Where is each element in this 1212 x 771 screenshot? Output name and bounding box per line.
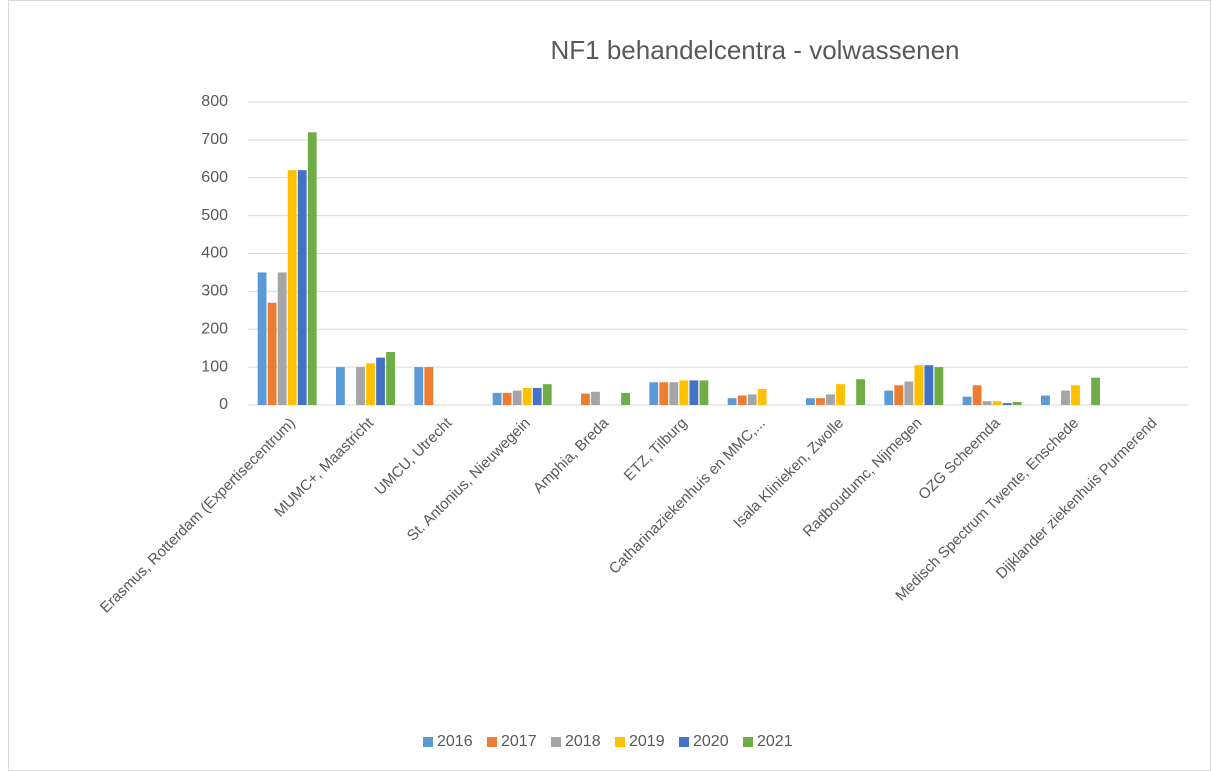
y-tick-label: 300 — [201, 283, 228, 300]
bar — [591, 391, 600, 405]
bar — [757, 389, 767, 405]
bar — [356, 367, 365, 405]
y-tick-label: 700 — [201, 131, 228, 148]
bar — [894, 385, 904, 405]
bar — [277, 272, 287, 405]
legend-swatch — [551, 737, 561, 747]
bar — [424, 367, 434, 405]
legend-swatch — [679, 737, 689, 747]
bar — [287, 170, 297, 405]
bar — [649, 382, 659, 405]
bar — [386, 351, 395, 405]
bar — [659, 382, 669, 405]
y-tick-label: 400 — [201, 245, 228, 262]
bar — [982, 401, 992, 405]
legend-label: 2019 — [629, 733, 665, 750]
bar — [512, 390, 522, 405]
bar — [621, 392, 630, 405]
legend-label: 2018 — [565, 733, 601, 750]
bar — [1002, 403, 1012, 405]
bar — [727, 398, 737, 405]
bar — [366, 363, 375, 405]
bar — [1071, 385, 1080, 405]
legend-label: 2021 — [757, 733, 793, 750]
bar — [1041, 395, 1050, 405]
bar — [1061, 390, 1070, 405]
bar — [679, 380, 689, 405]
legend-label: 2016 — [437, 733, 473, 750]
legend-swatch — [615, 737, 625, 747]
bar — [1091, 377, 1100, 405]
bar — [376, 357, 385, 405]
bar — [689, 380, 699, 405]
bar — [699, 380, 709, 405]
bar — [336, 367, 345, 405]
chart-frame — [8, 0, 1211, 771]
y-tick-label: 100 — [201, 358, 228, 375]
legend-label: 2020 — [693, 733, 729, 750]
bar — [884, 390, 894, 405]
bar — [914, 365, 924, 405]
bar — [806, 398, 815, 405]
bar — [737, 395, 747, 405]
bar — [992, 401, 1002, 405]
bar — [257, 272, 267, 405]
legend-swatch — [743, 737, 753, 747]
bar — [747, 394, 757, 405]
bar — [522, 387, 532, 405]
bar — [267, 302, 277, 405]
bar — [826, 394, 835, 405]
y-tick-label: 800 — [201, 93, 228, 110]
chart-title: NF1 behandelcentra - volwassenen — [550, 35, 959, 65]
bar — [669, 382, 679, 405]
legend-label: 2017 — [501, 733, 537, 750]
bar — [542, 384, 552, 405]
bar — [856, 379, 865, 405]
bar — [307, 132, 317, 406]
bar — [502, 392, 512, 405]
bar — [934, 367, 944, 405]
bar — [1012, 401, 1022, 405]
bar — [962, 396, 972, 405]
bar — [581, 393, 590, 405]
y-tick-label: 0 — [219, 396, 228, 413]
bar — [836, 384, 845, 405]
bar — [924, 365, 934, 405]
y-tick-label: 500 — [201, 207, 228, 224]
bar — [414, 367, 424, 405]
y-tick-label: 600 — [201, 169, 228, 186]
bar — [297, 170, 307, 405]
bar — [492, 392, 502, 405]
bar — [904, 381, 914, 405]
bar — [816, 398, 825, 405]
bar — [532, 387, 542, 405]
bar — [972, 385, 982, 405]
legend-swatch — [423, 737, 433, 747]
legend-swatch — [487, 737, 497, 747]
y-tick-label: 200 — [201, 320, 228, 337]
